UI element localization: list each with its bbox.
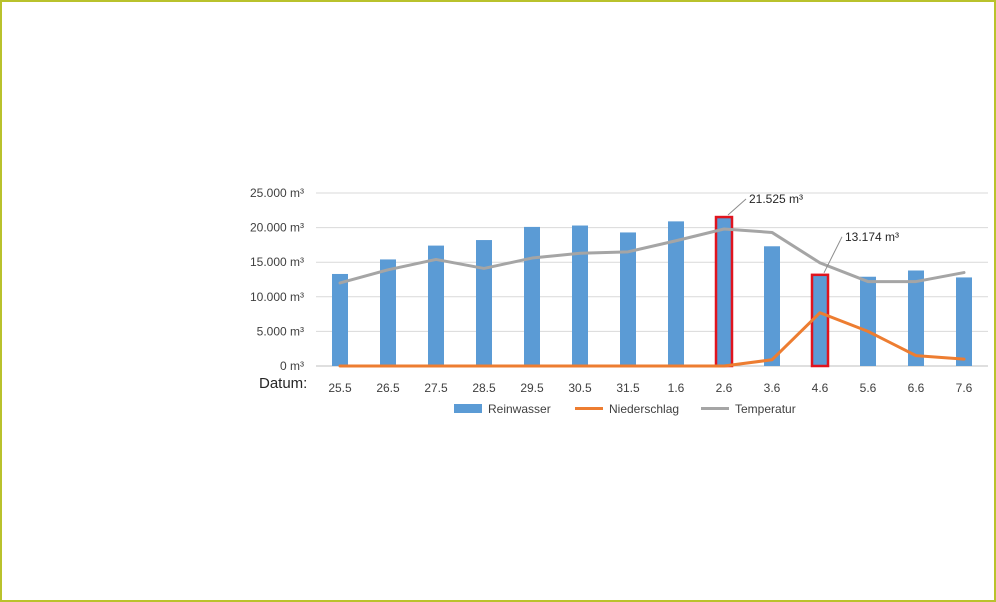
annotation-leader (727, 198, 747, 216)
annotation-label: 13.174 m³ (845, 230, 899, 244)
bar (956, 277, 972, 366)
y-tick-label: 15.000 m³ (250, 255, 304, 269)
x-tick-label: 1.6 (668, 381, 685, 395)
line-series (338, 227, 966, 368)
legend-swatch (454, 404, 482, 413)
bar (428, 245, 444, 366)
bar-highlighted (810, 273, 830, 368)
x-tick-label: 3.6 (764, 381, 781, 395)
y-tick-label: 0 m³ (280, 359, 304, 373)
x-tick-label: 28.5 (472, 381, 496, 395)
bar (476, 240, 492, 366)
x-tick-label: 6.6 (908, 381, 925, 395)
x-tick-label: 25.5 (328, 381, 352, 395)
x-tick-label: 5.6 (860, 381, 877, 395)
x-tick-label: 31.5 (616, 381, 640, 395)
bar (908, 270, 924, 366)
legend-label: Niederschlag (609, 402, 679, 416)
legend: Reinwasser Niederschlag Temperatur (454, 402, 796, 416)
x-tick-label: 2.6 (716, 381, 733, 395)
x-axis-tick-labels: 25.5 26.5 27.5 28.5 29.5 30.5 31.5 1.6 2.6 3.6 4.6… (328, 381, 972, 395)
y-tick-label: 10.000 m³ (250, 290, 304, 304)
legend-label: Temperatur (735, 402, 796, 416)
bar (764, 246, 780, 366)
bar (860, 276, 876, 366)
bar (572, 225, 588, 366)
x-tick-label: 29.5 (520, 381, 544, 395)
x-tick-label: 4.6 (812, 381, 829, 395)
bar-series-reinwasser (332, 215, 972, 368)
bar-highlighted (714, 215, 734, 368)
bar (524, 226, 540, 366)
line-niederschlag (338, 311, 966, 368)
y-tick-label: 20.000 m³ (250, 221, 304, 235)
legend-item-niederschlag: Niederschlag (575, 402, 679, 416)
legend-item-temperatur: Temperatur (701, 402, 796, 416)
bar (332, 273, 348, 366)
legend-item-reinwasser: Reinwasser (454, 402, 551, 416)
x-tick-label: 27.5 (424, 381, 448, 395)
y-axis-tick-labels: 0 m³ 5.000 m³ 10.000 m³ 15.000 m³ 20.000 m³ 2… (250, 186, 304, 373)
bar (380, 259, 396, 366)
x-tick-label: 7.6 (956, 381, 973, 395)
annotation-leader (823, 236, 843, 274)
bar (620, 232, 636, 366)
y-tick-label: 25.000 m³ (250, 186, 304, 200)
legend-label: Reinwasser (488, 402, 551, 416)
x-axis-title: Datum: (259, 375, 307, 392)
bar (668, 221, 684, 366)
x-tick-label: 30.5 (568, 381, 592, 395)
y-tick-label: 5.000 m³ (257, 324, 304, 338)
annotations: 21.525 m³ 13.174 m³ (727, 192, 899, 274)
line-temperatur (338, 227, 966, 285)
annotation-label: 21.525 m³ (749, 192, 803, 206)
x-tick-label: 26.5 (376, 381, 400, 395)
